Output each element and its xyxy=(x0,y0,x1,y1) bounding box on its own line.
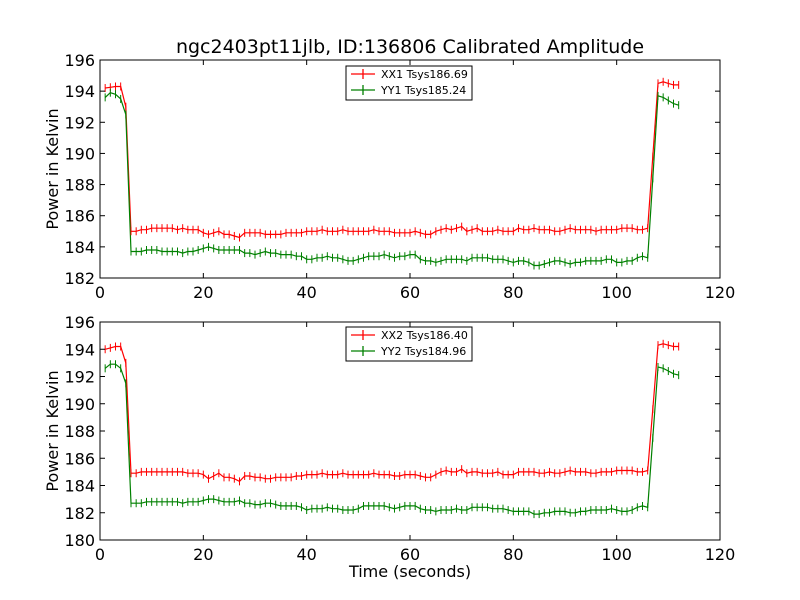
bottom-x-tick-label: 80 xyxy=(503,545,523,564)
top-x-tick-label: 40 xyxy=(296,283,316,302)
bottom-y-tick-label: 196 xyxy=(64,313,95,332)
top-y-tick-label: 186 xyxy=(64,207,95,226)
top-y-tick-label: 192 xyxy=(64,113,95,132)
bottom-series-line-0 xyxy=(105,343,679,483)
bottom-y-tick-label: 182 xyxy=(64,504,95,523)
top-series-markers xyxy=(104,77,680,270)
top-y-axis-label: Power in Kelvin xyxy=(43,108,62,229)
top-legend-box xyxy=(345,65,473,101)
top-x-axis: 0 20 40 60 80 100 120 xyxy=(95,60,735,302)
top-series-line-0 xyxy=(105,81,679,239)
top-legend: XX1 Tsys186.69 YY1 Tsys185.24 xyxy=(345,65,473,101)
bottom-x-tick-label: 60 xyxy=(400,545,420,564)
chart-title: ngc2403pt11jlb, ID:136806 Calibrated Amp… xyxy=(176,36,644,58)
bottom-x-tick-label: 120 xyxy=(705,545,736,564)
bottom-x-tick-label: 20 xyxy=(193,545,213,564)
x-axis-label: Time (seconds) xyxy=(348,562,471,581)
top-y-tick-label: 188 xyxy=(64,176,95,195)
top-x-tick-label: 0 xyxy=(95,283,105,302)
top-x-tick-label: 120 xyxy=(705,283,736,302)
bottom-x-tick-label: 100 xyxy=(601,545,632,564)
bottom-y-tick-label: 192 xyxy=(64,368,95,387)
top-y-tick-label: 182 xyxy=(64,269,95,288)
top-y-tick-label: 194 xyxy=(64,82,95,101)
bottom-y-tick-label: 188 xyxy=(64,422,95,441)
top-y-tick-label: 184 xyxy=(64,238,95,257)
bottom-legend-box xyxy=(345,326,473,362)
bottom-y-tick-label: 194 xyxy=(64,340,95,359)
bottom-y-tick-label: 180 xyxy=(64,531,95,550)
top-y-tick-label: 190 xyxy=(64,144,95,163)
top-series-lines xyxy=(104,81,679,267)
top-series-line-1 xyxy=(104,92,679,267)
bottom-legend-label-yy2: YY2 Tsys184.96 xyxy=(380,345,466,358)
top-legend-label-xx1: XX1 Tsys186.69 xyxy=(381,68,468,81)
top-legend-label-yy1: YY1 Tsys185.24 xyxy=(380,84,466,97)
top-chart-panel: 0 20 40 60 80 100 120 182 184 186 188 190 192 194 196… xyxy=(43,51,735,302)
top-x-tick-label: 100 xyxy=(601,283,632,302)
top-x-tick-label: 60 xyxy=(400,283,420,302)
bottom-x-axis: 0 20 40 60 80 100 120 xyxy=(95,322,735,564)
bottom-x-tick-label: 0 xyxy=(95,545,105,564)
bottom-chart-panel: 0 20 40 60 80 100 120 180 182 184 186 188 190 192 194… xyxy=(43,313,735,581)
top-x-tick-label: 20 xyxy=(193,283,213,302)
bottom-series-markers xyxy=(104,339,680,519)
bottom-legend-label-xx2: XX2 Tsys186.40 xyxy=(381,329,468,342)
bottom-x-tick-label: 40 xyxy=(296,545,316,564)
bottom-y-tick-label: 190 xyxy=(64,395,95,414)
top-y-axis: 182 184 186 188 190 192 194 196 xyxy=(64,51,720,288)
top-x-tick-label: 80 xyxy=(503,283,523,302)
bottom-y-axis-label: Power in Kelvin xyxy=(43,370,62,491)
top-y-tick-label: 196 xyxy=(64,51,95,70)
bottom-legend: XX2 Tsys186.40 YY2 Tsys184.96 xyxy=(345,326,473,362)
bottom-y-tick-label: 186 xyxy=(64,449,95,468)
bottom-y-tick-label: 184 xyxy=(64,477,95,496)
bottom-series-line-1 xyxy=(104,363,679,515)
bottom-y-axis: 180 182 184 186 188 190 192 194 196 xyxy=(64,313,720,550)
bottom-series-lines xyxy=(104,343,679,515)
